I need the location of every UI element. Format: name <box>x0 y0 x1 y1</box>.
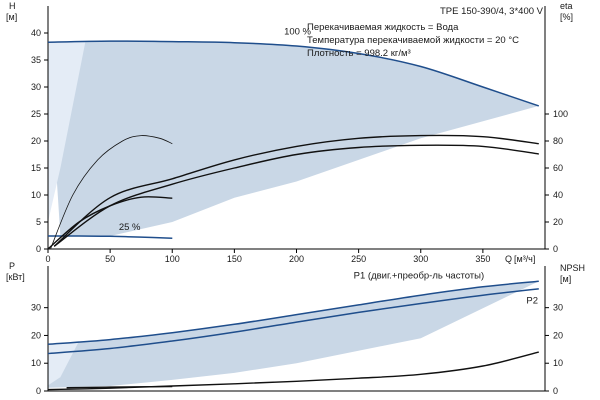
h-q-y-label-right: eta <box>560 1 573 11</box>
h-q-y-tick-label: 0 <box>36 244 41 254</box>
p-q-y-right-tick-label: 10 <box>553 358 563 368</box>
h-q-y-unit-left: [м] <box>6 12 17 22</box>
h-q-y-right-tick-label: 100 <box>553 109 568 119</box>
p-q-y-tick-label: 30 <box>31 303 41 313</box>
p-q-curve-label: P2 <box>526 296 538 307</box>
p-q-operating-envelope <box>48 281 539 388</box>
p-q-series-1 <box>47 288 539 355</box>
h-q-y-tick-label: 5 <box>36 217 41 227</box>
h-q-x-tick-label: 250 <box>351 254 366 264</box>
h-q-y-label-left: H <box>9 1 16 11</box>
h-q-x-tick-label: 0 <box>45 254 50 264</box>
h-q-x-tick-label: 300 <box>413 254 428 264</box>
h-q-operating-envelope <box>48 41 539 236</box>
h-q-curve-label: 100 % <box>284 27 311 38</box>
h-q-series-0 <box>47 40 540 107</box>
fluid-annotation: Перекачиваемая жидкость = Вода <box>307 22 459 33</box>
h-q-y-unit-right: [%] <box>560 12 573 22</box>
h-q-x-tick-label: 100 <box>165 254 180 264</box>
h-q-y-right-tick-label: 40 <box>553 190 563 200</box>
h-q-x-unit: [м³/ч] <box>514 254 535 264</box>
h-q-x-tick-label: 200 <box>289 254 304 264</box>
h-q-x-tick-label: 350 <box>475 254 490 264</box>
h-q-curve-label: 25 % <box>119 222 141 233</box>
p-q-y-tick-label: 10 <box>31 358 41 368</box>
h-q-envelope-light <box>48 42 86 223</box>
h-q-y-tick-label: 10 <box>31 190 41 200</box>
h-q-x-tick-label: 150 <box>227 254 242 264</box>
h-q-x-tick-label: 50 <box>105 254 115 264</box>
p-q-y-tick-label: 20 <box>31 330 41 340</box>
h-q-y-right-tick-label: 0 <box>553 244 558 254</box>
h-q-y-tick-label: 15 <box>31 163 41 173</box>
p-q-y-unit-left: [кВт] <box>6 272 25 282</box>
h-q-series-5 <box>53 144 539 247</box>
chart-title: TPE 150-390/4, 3*400 V <box>440 6 544 17</box>
h-q-y-tick-label: 40 <box>31 28 41 38</box>
p-q-y-label-right: NPSH <box>560 263 585 273</box>
p-q-series-3 <box>66 385 173 389</box>
p-q-y-right-tick-label: 20 <box>553 330 563 340</box>
h-q-series-2 <box>50 135 173 250</box>
h-q-x-label: Q <box>505 254 512 264</box>
p-q-y-right-tick-label: 0 <box>553 386 558 396</box>
h-q-y-right-tick-label: 80 <box>553 136 563 146</box>
fluid-annotation: Температура перекачиваемой жидкости = 20… <box>307 35 519 46</box>
fluid-annotation: Плотность = 998.2 кг/м³ <box>307 48 411 59</box>
p-q-curve-label: P1 (двиг.+преобр-ль частоты) <box>354 271 484 282</box>
h-q-y-tick-label: 35 <box>31 55 41 65</box>
p-q-series-0 <box>47 280 539 346</box>
h-q-series-1 <box>48 235 173 239</box>
h-q-y-tick-label: 30 <box>31 82 41 92</box>
h-q-y-right-tick-label: 20 <box>553 217 563 227</box>
h-q-y-right-tick-label: 60 <box>553 163 563 173</box>
p-q-y-right-tick-label: 30 <box>553 303 563 313</box>
p-q-y-tick-label: 0 <box>36 386 41 396</box>
h-q-series-4 <box>53 134 539 247</box>
h-q-y-tick-label: 25 <box>31 109 41 119</box>
p-q-y-unit-right: [м] <box>560 274 571 284</box>
h-q-y-tick-label: 20 <box>31 136 41 146</box>
p-q-y-label-left: P <box>9 261 15 271</box>
